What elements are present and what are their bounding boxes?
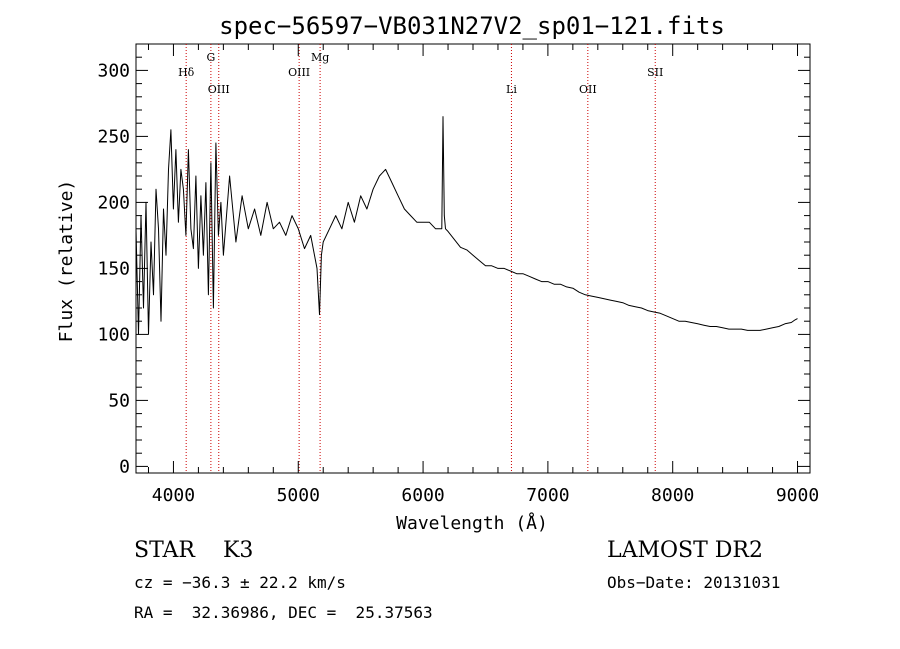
x-tick-label: 6000 [401,485,444,506]
coordinates-label: RA = 32.36986, DEC = 25.37563 [134,603,433,622]
x-tick-label: 5000 [277,485,320,506]
redshift-label: cz = −36.3 ± 22.2 km/s [134,573,346,592]
x-tick-label: 4000 [152,485,195,506]
marker-label: OIII [208,83,230,96]
marker-label: SII [647,66,663,79]
y-tick-label: 300 [97,60,130,81]
chart-title: spec−56597−VB031N27V2_sp01−121.fits [219,12,725,40]
y-tick-label: 0 [119,456,130,477]
spectrum-plot [135,116,798,335]
marker-label: Li [506,83,517,96]
axes: 4000 5000 6000 7000 8000 9000 0 50 100 150 200 250 3… [97,44,819,506]
survey-label: LAMOST DR2 [607,538,763,563]
marker-label: Mg [311,51,329,64]
plot-frame [135,43,811,474]
x-axis-label: Wavelength (Å) [396,512,548,534]
x-tick-label: 9000 [776,485,819,506]
y-tick-label: 100 [97,324,130,345]
classification-label: STAR K3 [134,538,254,563]
y-tick-label: 200 [97,192,130,213]
marker-label: G [206,51,215,64]
spectrum-line [135,116,798,335]
obs-date-label: Obs−Date: 20131031 [607,573,781,592]
x-tick-label: 8000 [651,485,694,506]
y-axis-label: Flux (relative) [56,180,77,343]
marker-label: Hδ [178,66,195,79]
marker-label: OII [579,83,597,96]
y-tick-label: 150 [97,258,130,279]
y-tick-label: 50 [108,390,130,411]
marker-label: OIII [288,66,310,79]
y-tick-label: 250 [97,126,130,147]
x-tick-label: 7000 [526,485,569,506]
